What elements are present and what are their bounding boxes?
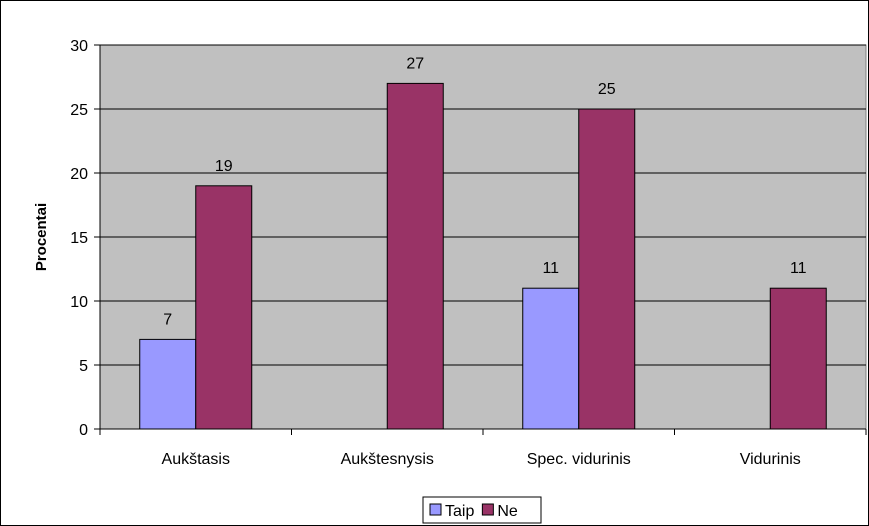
legend-label-taip: Taip: [445, 503, 474, 520]
x-tick-label: Aukštasis: [162, 451, 230, 468]
x-tick-label: Spec. vidurinis: [527, 451, 631, 468]
y-axis-title: Procentai: [33, 203, 50, 271]
x-tick-label: Vidurinis: [740, 451, 801, 468]
y-tick-label: 20: [70, 166, 88, 183]
y-axis-ticks: 0 5 10 15 20 25 30: [70, 38, 101, 439]
bar-ne: [769, 287, 827, 430]
x-tick-label: Aukštesnysis: [341, 451, 434, 468]
x-axis-ticks: Aukštasis Aukštesnysis Spec. vidurinis Vidu…: [99, 428, 867, 468]
data-labels: 7 11 19 27 25 11: [163, 55, 806, 328]
legend-swatch-ne: [481, 503, 494, 516]
data-label: 7: [163, 311, 172, 328]
bar-ne: [578, 108, 636, 430]
y-tick-label: 15: [70, 230, 88, 247]
bar-taip: [522, 287, 580, 430]
data-label: 19: [215, 158, 233, 175]
y-tick-label: 10: [70, 294, 88, 311]
data-label: 27: [406, 55, 424, 72]
bars: [139, 82, 827, 430]
data-label: 11: [790, 260, 807, 277]
legend: Taip Ne: [422, 496, 542, 524]
data-label: 25: [598, 81, 616, 98]
y-tick-label: 25: [70, 102, 88, 119]
data-label: 11: [542, 260, 559, 277]
y-tick-label: 30: [70, 38, 88, 55]
legend-swatch-taip: [429, 503, 442, 516]
legend-label-ne: Ne: [497, 503, 518, 520]
bar-taip: [139, 338, 197, 430]
bar-ne: [195, 185, 253, 430]
y-tick-label: 5: [79, 358, 88, 375]
bar-ne: [386, 82, 444, 430]
y-tick-label: 0: [79, 422, 88, 439]
